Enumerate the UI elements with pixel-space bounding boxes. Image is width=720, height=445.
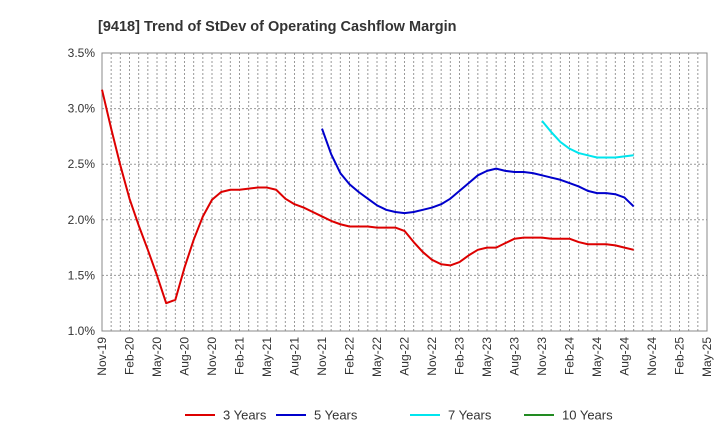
series-line-5-years: [321, 128, 635, 215]
legend-label: 5 Years: [314, 408, 358, 423]
plot-area: [101, 52, 708, 332]
x-tick-label: May-23: [480, 337, 494, 377]
x-tick-label: Aug-20: [178, 337, 192, 376]
x-tick-label: Feb-24: [563, 337, 577, 375]
x-tick-label: May-25: [700, 337, 714, 377]
x-tick-label: Feb-20: [123, 337, 137, 375]
legend-label: 7 Years: [448, 408, 492, 423]
y-axis: 1.0% 1.5% 2.0% 2.5% 3.0% 3.5%: [68, 46, 96, 338]
x-tick-label: Aug-22: [398, 337, 412, 376]
x-tick-label: Aug-23: [508, 337, 522, 376]
chart-title: [9418] Trend of StDev of Operating Cashf…: [98, 19, 457, 35]
series-line-3-years: [101, 89, 634, 305]
x-tick-label: Nov-23: [535, 337, 549, 376]
x-tick-label: May-22: [370, 337, 384, 377]
series-lines: [101, 89, 635, 305]
x-tick-label: Nov-21: [315, 337, 329, 376]
y-tick-label: 2.5%: [68, 157, 96, 171]
x-tick-label: Aug-24: [618, 337, 632, 376]
x-axis: Nov-19 Feb-20 May-20 Aug-20 Nov-20 Feb-21 May-…: [95, 337, 714, 377]
x-tick-label: May-20: [150, 337, 164, 377]
y-tick-label: 3.5%: [68, 46, 96, 60]
y-tick-label: 2.0%: [68, 213, 96, 227]
x-tick-label: Feb-23: [453, 337, 467, 375]
x-tick-label: Nov-22: [425, 337, 439, 376]
x-tick-label: Aug-21: [288, 337, 302, 376]
x-tick-label: Nov-20: [205, 337, 219, 376]
y-tick-label: 1.5%: [68, 268, 96, 282]
y-tick-label: 1.0%: [68, 324, 96, 338]
legend-label: 3 Years: [223, 408, 267, 423]
x-tick-label: May-24: [590, 337, 604, 377]
y-tick-label: 3.0%: [68, 102, 96, 116]
legend: 3 Years 5 Years 7 Years 10 Years: [185, 408, 613, 423]
grid-lines: [101, 52, 708, 332]
legend-label: 10 Years: [562, 408, 613, 423]
series-line-7-years: [541, 120, 634, 159]
x-tick-label: Feb-22: [343, 337, 357, 375]
x-tick-label: Feb-21: [233, 337, 247, 375]
legend-item: 10 Years: [524, 408, 613, 423]
legend-item: 3 Years: [185, 408, 267, 423]
x-tick-label: Nov-19: [95, 337, 109, 376]
x-tick-label: Nov-24: [645, 337, 659, 376]
legend-item: 7 Years: [410, 408, 492, 423]
legend-item: 5 Years: [276, 408, 358, 423]
x-tick-label: May-21: [260, 337, 274, 377]
x-tick-label: Feb-25: [673, 337, 687, 375]
